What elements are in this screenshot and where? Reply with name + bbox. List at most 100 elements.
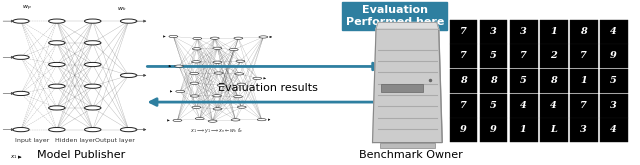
Text: 7: 7 (580, 101, 587, 110)
Bar (510, 69, 538, 93)
Text: $w_k$: $w_k$ (117, 5, 127, 13)
Circle shape (175, 65, 184, 67)
Circle shape (49, 106, 65, 110)
Text: 1: 1 (550, 27, 557, 36)
Bar (450, 94, 477, 118)
Circle shape (49, 84, 65, 88)
Circle shape (49, 41, 65, 45)
Text: 5: 5 (490, 101, 497, 110)
Text: 8: 8 (550, 76, 557, 85)
Bar (480, 69, 508, 93)
Text: 2: 2 (550, 51, 557, 60)
Circle shape (190, 82, 199, 84)
Text: 4: 4 (520, 101, 527, 110)
Circle shape (208, 120, 217, 122)
Circle shape (84, 19, 101, 23)
Circle shape (84, 128, 101, 132)
Text: Benchmark Owner: Benchmark Owner (358, 150, 463, 160)
Circle shape (84, 106, 101, 110)
Bar (450, 44, 477, 68)
Bar (600, 44, 628, 68)
Text: 3: 3 (610, 101, 617, 110)
Text: 5: 5 (490, 51, 497, 60)
Bar (381, 84, 422, 92)
Bar (450, 118, 477, 142)
Circle shape (84, 41, 101, 45)
Bar (480, 118, 508, 142)
Polygon shape (439, 29, 442, 143)
Bar (540, 69, 568, 93)
Bar (510, 118, 538, 142)
Circle shape (213, 61, 222, 63)
Bar (480, 94, 508, 118)
Circle shape (213, 47, 221, 49)
Circle shape (234, 37, 243, 39)
Circle shape (192, 106, 201, 108)
Circle shape (120, 73, 137, 78)
Circle shape (236, 60, 245, 62)
Text: 5: 5 (610, 76, 617, 85)
Circle shape (169, 35, 178, 38)
Text: 4: 4 (610, 125, 617, 134)
Text: Input layer: Input layer (15, 138, 49, 143)
Text: 9: 9 (610, 51, 617, 60)
Text: $w_p$: $w_p$ (22, 4, 32, 13)
Bar (510, 44, 538, 68)
Circle shape (13, 128, 29, 132)
Text: 8: 8 (580, 27, 587, 36)
Circle shape (120, 128, 137, 132)
Circle shape (13, 55, 29, 59)
Circle shape (211, 37, 220, 39)
Bar (540, 20, 568, 44)
Circle shape (120, 19, 137, 23)
Bar (600, 20, 628, 44)
Circle shape (84, 84, 101, 88)
Text: L: L (550, 125, 557, 134)
Text: Model Publisher: Model Publisher (37, 150, 125, 160)
Bar (510, 20, 538, 44)
Circle shape (13, 91, 29, 96)
Circle shape (212, 95, 221, 97)
Circle shape (213, 108, 222, 110)
Text: 3: 3 (490, 27, 497, 36)
Circle shape (49, 19, 65, 23)
Circle shape (229, 49, 238, 51)
Circle shape (192, 61, 200, 63)
Polygon shape (376, 22, 439, 29)
Circle shape (193, 48, 201, 50)
Bar (600, 69, 628, 93)
Text: 7: 7 (580, 51, 587, 60)
Bar (570, 20, 598, 44)
Text: 7: 7 (520, 51, 527, 60)
Text: Hidden layer: Hidden layer (54, 138, 95, 143)
Circle shape (237, 106, 246, 108)
Circle shape (257, 118, 266, 121)
Bar (480, 44, 508, 68)
Bar (570, 44, 598, 68)
Text: 1: 1 (520, 125, 527, 134)
Circle shape (253, 77, 262, 80)
Text: 8: 8 (460, 76, 467, 85)
Bar (540, 94, 568, 118)
Text: 1: 1 (580, 76, 587, 85)
Circle shape (49, 128, 65, 132)
Circle shape (195, 117, 204, 120)
Text: 5: 5 (520, 76, 527, 85)
Bar (510, 94, 538, 118)
Circle shape (217, 84, 226, 86)
Circle shape (214, 72, 223, 74)
Bar (570, 94, 598, 118)
Bar (600, 94, 628, 118)
Text: 4: 4 (550, 101, 557, 110)
Bar (600, 118, 628, 142)
Bar (380, 143, 435, 148)
Circle shape (234, 96, 243, 98)
Circle shape (235, 73, 244, 75)
Bar (450, 20, 477, 44)
Text: Evaluation
Performed here: Evaluation Performed here (346, 5, 444, 27)
Circle shape (237, 83, 246, 85)
Circle shape (84, 62, 101, 67)
Circle shape (49, 62, 65, 67)
Circle shape (176, 90, 184, 93)
Bar (540, 118, 568, 142)
